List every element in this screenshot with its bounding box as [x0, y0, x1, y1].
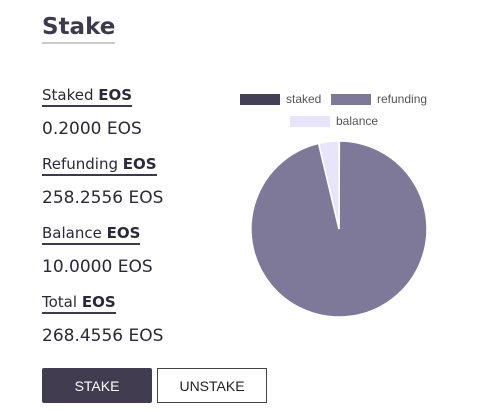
label-text: Balance: [42, 224, 102, 242]
label-text: Refunding: [42, 155, 118, 173]
legend-swatch: [240, 94, 280, 105]
title: Stake: [42, 14, 116, 44]
legend-swatch: [290, 116, 330, 127]
legend-label: balance: [336, 114, 378, 128]
stat-label: Refunding EOS: [42, 155, 157, 176]
legend-label: refunding: [377, 92, 427, 106]
stat-value: 10.0000 EOS: [42, 257, 153, 277]
stat-value: 258.2556 EOS: [42, 188, 164, 208]
label-text: Staked: [42, 86, 94, 104]
unstake-button[interactable]: UNSTAKE: [157, 368, 267, 403]
stat-value: 0.2000 EOS: [42, 119, 142, 139]
label-unit: EOS: [106, 224, 141, 242]
label-text: Total: [42, 293, 78, 311]
stat-label: Total EOS: [42, 293, 116, 314]
pie-slice: [317, 140, 340, 230]
legend-swatch: [331, 94, 371, 105]
legend-label: staked: [286, 92, 321, 106]
stat-label: Staked EOS: [42, 86, 133, 107]
stake-button[interactable]: STAKE: [42, 368, 152, 403]
label-unit: EOS: [122, 155, 157, 173]
stat-value: 268.4556 EOS: [42, 326, 164, 346]
label-unit: EOS: [81, 293, 116, 311]
stat-label: Balance EOS: [42, 224, 141, 245]
label-unit: EOS: [98, 86, 133, 104]
